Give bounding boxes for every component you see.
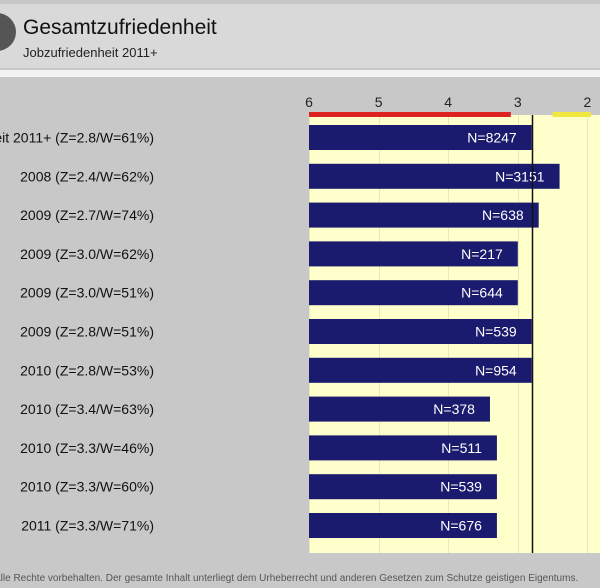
- bar-data-label: N=217: [461, 246, 503, 262]
- bar: [309, 357, 532, 383]
- bar: [309, 125, 532, 150]
- bar-data-label: N=539: [475, 324, 517, 340]
- bar: [309, 435, 497, 461]
- category-label: 2009 (Z=3.0/W=62%): [20, 246, 154, 262]
- category-label: Jobzufriedenheit 2011+ (Z=2.8/W=61%): [0, 130, 154, 146]
- x-tick-label: 2: [584, 94, 592, 110]
- bar-data-label: N=954: [475, 362, 517, 378]
- logo-icon: [0, 13, 16, 51]
- bar: [309, 280, 518, 306]
- scale-band-mid: [552, 112, 591, 117]
- category-label: 2008 (Z=2.4/W=62%): [20, 168, 154, 184]
- category-label: 2010 (Z=3.4/W=63%): [20, 401, 154, 417]
- category-label: 2009 (Z=2.8/W=51%): [20, 324, 154, 340]
- category-label: 2010 (Z=2.8/W=53%): [20, 362, 154, 378]
- x-tick-label: 6: [305, 94, 313, 110]
- category-label: 2009 (Z=3.0/W=51%): [20, 285, 154, 301]
- x-tick-label: 4: [444, 94, 452, 110]
- category-label: 2009 (Z=2.7/W=74%): [20, 207, 154, 223]
- bar-data-label: N=511: [441, 440, 482, 456]
- x-tick-label: 5: [375, 94, 383, 110]
- bar: [309, 513, 497, 538]
- bar-data-label: N=638: [482, 207, 524, 223]
- bar: [309, 163, 560, 189]
- x-tick-label: 3: [514, 94, 522, 110]
- bar: [309, 241, 518, 267]
- bar-data-label: N=8247: [467, 130, 517, 146]
- category-label: 2010 (Z=3.3/W=60%): [20, 479, 154, 495]
- bar-data-label: N=676: [440, 518, 482, 534]
- bar-data-label: N=378: [433, 401, 475, 417]
- bar-data-label: N=539: [440, 479, 482, 495]
- scale-band-bad: [309, 112, 511, 117]
- category-label: 2011 (Z=3.3/W=71%): [21, 518, 154, 534]
- bar-chart: 6 5 4 3 2 Jobzufriedenheit 2011+ (Z=2.8/W=61%…: [0, 94, 600, 553]
- chart-subtitle: Jobzufriedenheit 2011+: [23, 45, 158, 60]
- category-label: 2010 (Z=3.3/W=46%): [20, 440, 154, 456]
- copyright-notice: Alle Rechte vorbehalten. Der gesamte Inh…: [0, 573, 579, 584]
- bar: [309, 396, 490, 422]
- bar-data-label: N=3151: [495, 168, 545, 184]
- chart-header: Gesamtzufriedenheit Jobzufriedenheit 201…: [0, 4, 600, 68]
- bar-data-label: N=644: [461, 285, 503, 301]
- bar: [309, 474, 497, 500]
- bar: [309, 202, 539, 228]
- header-divider: [0, 70, 600, 77]
- bar: [309, 319, 532, 344]
- chart-title: Gesamtzufriedenheit: [23, 16, 217, 39]
